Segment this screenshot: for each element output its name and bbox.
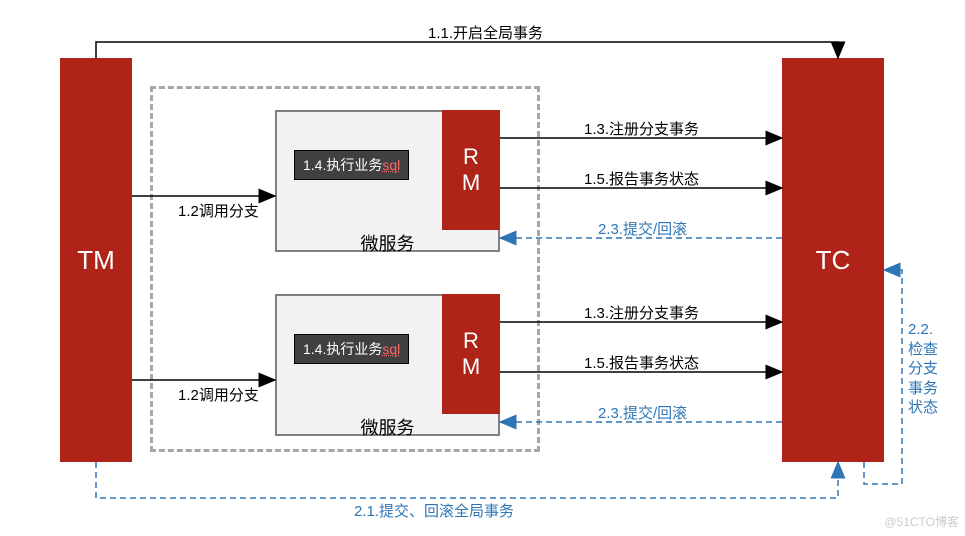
label-1-1: 1.1.开启全局事务 [428, 22, 543, 43]
label-1-3b: 1.3.注册分支事务 [584, 302, 699, 323]
sql-badge-1-sql: sql [382, 157, 400, 173]
sql-badge-2-sql: sql [382, 341, 400, 357]
sql-badge-1: 1.4.执行业务sql [294, 150, 409, 180]
edge-2-1 [96, 462, 838, 498]
sql-badge-2-prefix: 1.4.执行业务 [303, 341, 382, 357]
label-1-2b: 1.2调用分支 [178, 384, 259, 405]
rm-1-label-2: M [462, 170, 480, 196]
rm-2-node: R M [442, 294, 500, 414]
tc-label: TC [816, 245, 851, 276]
watermark: @51CTO博客 [884, 513, 959, 530]
label-1-5a: 1.5.报告事务状态 [584, 168, 699, 189]
edge-1-1 [96, 42, 838, 58]
rm-1-label-1: R [463, 144, 479, 170]
label-2-3b: 2.3.提交/回滚 [598, 402, 687, 423]
tm-label: TM [77, 245, 115, 276]
rm-1-node: R M [442, 110, 500, 230]
rm-2-label-1: R [463, 328, 479, 354]
label-1-5b: 1.5.报告事务状态 [584, 352, 699, 373]
tm-node: TM [60, 58, 132, 462]
label-2-2: 2.2.检查分支事务状态 [908, 320, 942, 418]
tc-node: TC [782, 58, 884, 462]
label-2-3a: 2.3.提交/回滚 [598, 218, 687, 239]
label-1-2a: 1.2调用分支 [178, 200, 259, 221]
sql-badge-2: 1.4.执行业务sql [294, 334, 409, 364]
microservice-2-label: 微服务 [277, 414, 498, 440]
label-2-1: 2.1.提交、回滚全局事务 [354, 500, 514, 521]
rm-2-label-2: M [462, 354, 480, 380]
label-1-3a: 1.3.注册分支事务 [584, 118, 699, 139]
microservice-1-label: 微服务 [277, 230, 498, 256]
sql-badge-1-prefix: 1.4.执行业务 [303, 157, 382, 173]
